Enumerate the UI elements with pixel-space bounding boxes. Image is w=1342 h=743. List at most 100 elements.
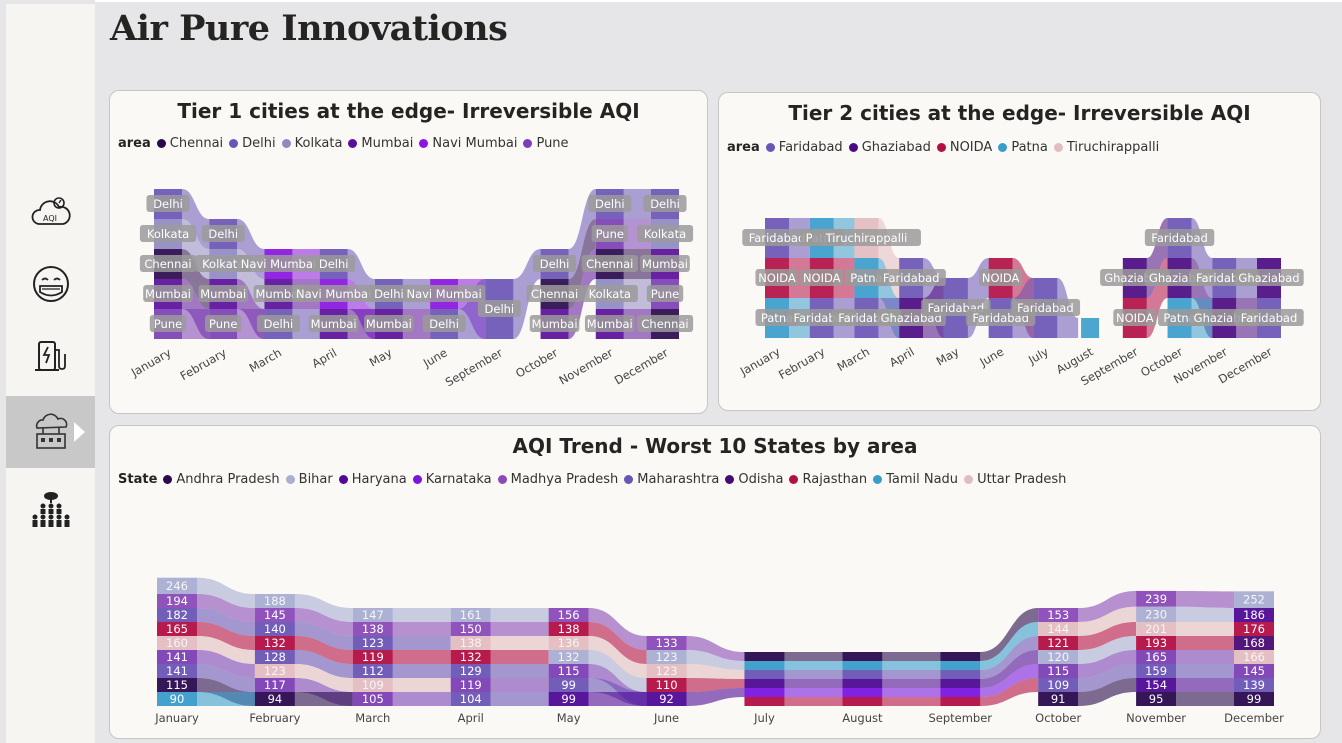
column-segment[interactable]	[157, 692, 197, 706]
nav-aqi[interactable]: AQI	[6, 176, 95, 248]
column-segment[interactable]	[1038, 636, 1079, 650]
column-segment[interactable]	[1081, 318, 1100, 338]
column-segment[interactable]	[157, 650, 197, 664]
column-segment[interactable]	[352, 622, 393, 636]
tier1-ribbon-chart[interactable]: Delhi Kolkata Chennai Mumbai Pune Delhi Kolkat…	[110, 91, 709, 415]
legend-item-noida[interactable]: NOIDA	[936, 140, 992, 155]
nav-community[interactable]	[6, 474, 95, 546]
column-segment[interactable]	[842, 697, 883, 706]
column-segment[interactable]	[1038, 692, 1079, 706]
column-segment[interactable]	[254, 650, 295, 664]
column-segment[interactable]	[940, 679, 981, 688]
column-segment[interactable]	[450, 692, 491, 706]
column-segment[interactable]	[744, 679, 785, 688]
column-segment[interactable]	[157, 622, 197, 636]
legend-item-chennai[interactable]: Chennai	[156, 136, 223, 151]
column-segment[interactable]	[1234, 622, 1274, 636]
column-segment[interactable]	[450, 636, 491, 650]
legend-item-tamil-nadu[interactable]: Tamil Nadu	[873, 472, 958, 487]
column-segment[interactable]	[1234, 608, 1274, 622]
column-segment[interactable]	[157, 577, 197, 594]
nav-ev[interactable]	[6, 320, 95, 392]
column-segment[interactable]	[744, 697, 785, 706]
column-segment[interactable]	[1136, 692, 1177, 706]
column-segment[interactable]	[842, 688, 883, 697]
legend-item-madhya-pradesh[interactable]: Madhya Pradesh	[497, 472, 618, 487]
legend-item-uttar-pradesh[interactable]: Uttar Pradesh	[964, 472, 1066, 487]
legend-item-ghaziabad[interactable]: Ghaziabad	[848, 140, 931, 155]
column-segment[interactable]	[548, 636, 589, 650]
column-segment[interactable]	[450, 678, 491, 692]
legend-item-andhra-pradesh[interactable]: Andhra Pradesh	[163, 472, 280, 487]
column-segment[interactable]	[646, 678, 687, 692]
column-segment[interactable]	[450, 650, 491, 664]
legend-item-pune[interactable]: Pune	[523, 136, 569, 151]
column-segment[interactable]	[1136, 622, 1177, 636]
column-segment[interactable]	[157, 636, 197, 650]
column-segment[interactable]	[940, 670, 981, 679]
column-segment[interactable]	[1038, 664, 1079, 678]
tier2-chart-card[interactable]: Tier 2 cities at the edge- Irreversible …	[718, 92, 1321, 411]
legend-item-odisha[interactable]: Odisha	[725, 472, 783, 487]
column-segment[interactable]	[1136, 650, 1177, 664]
column-segment[interactable]	[548, 608, 589, 622]
legend-item-delhi[interactable]: Delhi	[229, 136, 276, 151]
legend-item-kolkata[interactable]: Kolkata	[281, 136, 342, 151]
column-segment[interactable]	[940, 661, 981, 670]
column-segment[interactable]	[1136, 590, 1177, 607]
column-segment[interactable]	[1038, 678, 1079, 692]
legend-item-maharashtra[interactable]: Maharashtra	[624, 472, 719, 487]
column-segment[interactable]	[254, 608, 295, 622]
nav-industry[interactable]	[6, 396, 95, 468]
column-segment[interactable]	[646, 664, 687, 678]
column-segment[interactable]	[842, 679, 883, 688]
legend-item-bihar[interactable]: Bihar	[285, 472, 333, 487]
column-segment[interactable]	[548, 664, 589, 678]
legend-item-navi-mumbai[interactable]: Navi Mumbai	[419, 136, 517, 151]
column-segment[interactable]	[842, 670, 883, 679]
column-segment[interactable]	[940, 697, 981, 706]
tier2-ribbon-chart[interactable]: Faridabad NOIDA Patna Patna NOIDA Faridabad Ti…	[719, 93, 1322, 412]
column-segment[interactable]	[254, 622, 295, 636]
column-segment[interactable]	[744, 652, 785, 661]
column-segment[interactable]	[548, 622, 589, 636]
column-segment[interactable]	[157, 678, 197, 692]
legend-item-mumbai[interactable]: Mumbai	[348, 136, 413, 151]
column-segment[interactable]	[352, 692, 393, 706]
column-segment[interactable]	[548, 678, 589, 692]
column-segment[interactable]	[1136, 606, 1177, 622]
column-segment[interactable]	[1234, 650, 1274, 664]
column-segment[interactable]	[646, 650, 687, 664]
column-segment[interactable]	[450, 622, 491, 636]
column-segment[interactable]	[1136, 636, 1177, 650]
column-segment[interactable]	[254, 692, 295, 706]
trend-ribbon-chart[interactable]: 2461941821651601411411159018814514013212…	[110, 426, 1322, 740]
nav-mask[interactable]	[6, 248, 95, 320]
tier1-chart-card[interactable]: Tier 1 cities at the edge- Irreversible …	[109, 90, 708, 414]
column-segment[interactable]	[646, 636, 687, 650]
column-segment[interactable]	[352, 678, 393, 692]
column-segment[interactable]	[548, 692, 589, 706]
legend-item-rajasthan[interactable]: Rajasthan	[789, 472, 867, 487]
trend-chart-card[interactable]: AQI Trend - Worst 10 States by area Stat…	[109, 425, 1321, 739]
column-segment[interactable]	[254, 594, 295, 608]
legend-item-haryana[interactable]: Haryana	[338, 472, 407, 487]
column-segment[interactable]	[744, 661, 785, 670]
column-segment[interactable]	[157, 664, 197, 678]
column-segment[interactable]	[548, 650, 589, 664]
column-segment[interactable]	[450, 664, 491, 678]
column-segment[interactable]	[157, 608, 197, 622]
column-segment[interactable]	[254, 678, 295, 692]
column-segment[interactable]	[352, 664, 393, 678]
column-segment[interactable]	[1234, 664, 1274, 678]
column-segment[interactable]	[842, 661, 883, 670]
column-segment[interactable]	[352, 636, 393, 650]
column-segment[interactable]	[940, 652, 981, 661]
column-segment[interactable]	[1038, 608, 1079, 622]
column-segment[interactable]	[254, 664, 295, 678]
column-segment[interactable]	[1136, 678, 1177, 692]
column-segment[interactable]	[744, 688, 785, 697]
legend-item-patna[interactable]: Patna	[998, 140, 1048, 155]
column-segment[interactable]	[1136, 664, 1177, 678]
column-segment[interactable]	[842, 652, 883, 661]
